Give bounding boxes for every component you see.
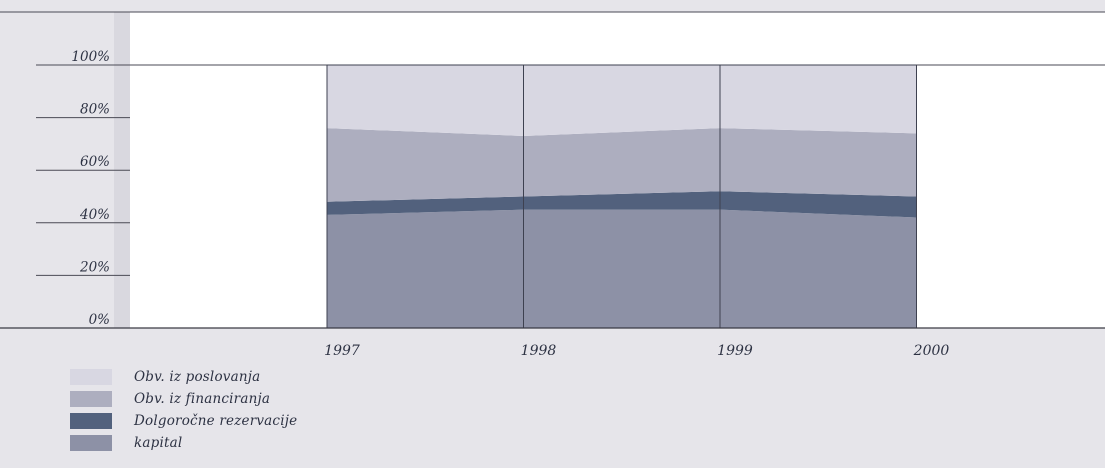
x-tick-label: 2000 [913, 343, 950, 359]
x-tick-labels: 1997 1998 1999 2000 [324, 343, 949, 359]
legend-label: Obv. iz financiranja [134, 391, 271, 407]
y-tick-label: 0% [89, 312, 110, 328]
legend: Obv. iz poslovanja Obv. iz financiranja Do… [70, 366, 297, 454]
legend-label: Obv. iz poslovanja [134, 369, 261, 385]
y-tick-label: 60% [80, 154, 110, 170]
legend-swatch [70, 369, 112, 385]
x-tick-label: 1998 [521, 343, 557, 359]
legend-item: Dolgoročne rezervacije [70, 410, 297, 432]
legend-item: kapital [70, 432, 297, 454]
y-tick-labels: 0% 20% 40% 60% 80% 100% [71, 49, 110, 328]
x-tick-label: 1997 [324, 343, 360, 359]
area-dolgoro-ne-rezervacije [327, 191, 917, 218]
x-tick-label: 1999 [717, 343, 753, 359]
y-tick-label: 20% [79, 259, 110, 275]
y-tick-label: 100% [71, 49, 110, 65]
legend-label: kapital [134, 435, 183, 451]
legend-item: Obv. iz poslovanja [70, 366, 297, 388]
legend-label: Dolgoročne rezervacije [134, 413, 298, 429]
area-series [327, 65, 917, 328]
legend-swatch [70, 413, 112, 429]
area-obv-iz-financiranja [327, 128, 917, 202]
y-tick-label: 40% [79, 207, 110, 223]
legend-item: Obv. iz financiranja [70, 388, 297, 410]
y-tick-label: 80% [80, 102, 110, 118]
area-kapital [327, 209, 917, 328]
legend-swatch [70, 391, 112, 407]
category-lines [326, 64, 917, 328]
legend-swatch [70, 435, 112, 451]
area-obv-iz-poslovanja [327, 65, 917, 137]
